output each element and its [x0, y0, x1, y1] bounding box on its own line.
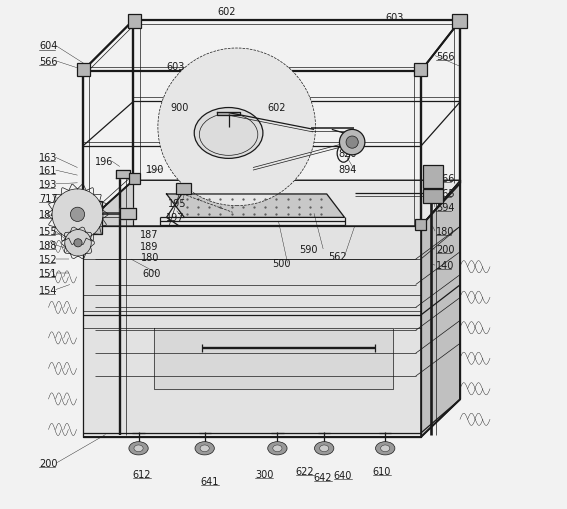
Polygon shape — [116, 171, 130, 178]
Bar — [424, 189, 443, 204]
Ellipse shape — [195, 442, 214, 455]
Bar — [415, 219, 426, 231]
Bar — [77, 64, 90, 77]
Polygon shape — [167, 194, 345, 218]
Circle shape — [70, 208, 84, 222]
Circle shape — [52, 189, 103, 240]
Ellipse shape — [134, 445, 143, 451]
Text: 151: 151 — [39, 269, 58, 279]
Text: 900: 900 — [171, 102, 189, 112]
Bar — [176, 183, 191, 194]
Polygon shape — [217, 112, 240, 116]
Bar — [129, 174, 140, 185]
Ellipse shape — [194, 108, 263, 159]
Text: 666: 666 — [436, 174, 455, 183]
Text: 565: 565 — [436, 189, 455, 199]
Text: 200: 200 — [39, 458, 58, 468]
Text: 184: 184 — [39, 210, 58, 220]
Text: 161: 161 — [39, 166, 58, 176]
Text: 603: 603 — [385, 13, 404, 23]
Text: 180: 180 — [436, 227, 455, 237]
Text: 717: 717 — [39, 193, 58, 204]
Text: 602: 602 — [217, 7, 236, 17]
Text: 566: 566 — [436, 51, 455, 62]
Bar — [424, 165, 443, 188]
Ellipse shape — [380, 445, 390, 451]
Text: 152: 152 — [39, 254, 58, 265]
Polygon shape — [83, 227, 421, 437]
Ellipse shape — [268, 442, 287, 455]
Text: 155: 155 — [39, 227, 58, 237]
Text: 594: 594 — [436, 203, 455, 213]
Bar — [128, 15, 141, 29]
Circle shape — [74, 239, 82, 247]
Circle shape — [158, 49, 316, 206]
Ellipse shape — [320, 445, 329, 451]
Bar — [78, 219, 89, 231]
Text: 894: 894 — [338, 164, 357, 174]
Text: 188: 188 — [39, 240, 58, 250]
Text: 641: 641 — [201, 476, 219, 487]
Polygon shape — [120, 209, 136, 220]
Text: 604: 604 — [39, 41, 58, 51]
Text: 566: 566 — [39, 56, 58, 67]
Text: 300: 300 — [255, 469, 273, 479]
Polygon shape — [154, 328, 393, 389]
Circle shape — [340, 130, 365, 156]
Text: 154: 154 — [39, 285, 58, 295]
Polygon shape — [83, 181, 460, 227]
Text: 610: 610 — [373, 466, 391, 476]
Text: 189: 189 — [140, 241, 158, 251]
Text: 600: 600 — [142, 269, 160, 279]
Bar — [414, 64, 428, 77]
Text: 500: 500 — [272, 259, 291, 269]
Text: 612: 612 — [133, 469, 151, 479]
Text: 180: 180 — [141, 252, 159, 262]
Text: 187: 187 — [140, 229, 159, 239]
Ellipse shape — [315, 442, 334, 455]
Text: 602: 602 — [267, 102, 286, 112]
Text: 640: 640 — [334, 470, 352, 480]
Text: 195: 195 — [167, 199, 186, 209]
Text: 622: 622 — [295, 466, 314, 476]
Text: 590: 590 — [299, 244, 318, 254]
Ellipse shape — [375, 442, 395, 455]
Bar — [67, 201, 102, 234]
Text: 820: 820 — [338, 149, 357, 159]
Text: 140: 140 — [436, 261, 455, 271]
Text: 642: 642 — [314, 472, 332, 482]
Text: 603: 603 — [167, 62, 185, 72]
Ellipse shape — [129, 442, 148, 455]
Text: 197: 197 — [166, 212, 184, 222]
Text: 830: 830 — [344, 133, 362, 143]
Ellipse shape — [200, 445, 209, 451]
Text: 193: 193 — [39, 180, 58, 189]
Text: 200: 200 — [436, 244, 455, 254]
Ellipse shape — [273, 445, 282, 451]
Polygon shape — [421, 181, 460, 437]
Text: 190: 190 — [146, 164, 164, 174]
Text: 163: 163 — [39, 153, 58, 163]
Bar — [452, 15, 467, 29]
Circle shape — [346, 137, 358, 149]
Text: 562: 562 — [328, 251, 347, 262]
Circle shape — [65, 230, 91, 257]
Text: 196: 196 — [95, 157, 114, 166]
Polygon shape — [133, 181, 460, 227]
